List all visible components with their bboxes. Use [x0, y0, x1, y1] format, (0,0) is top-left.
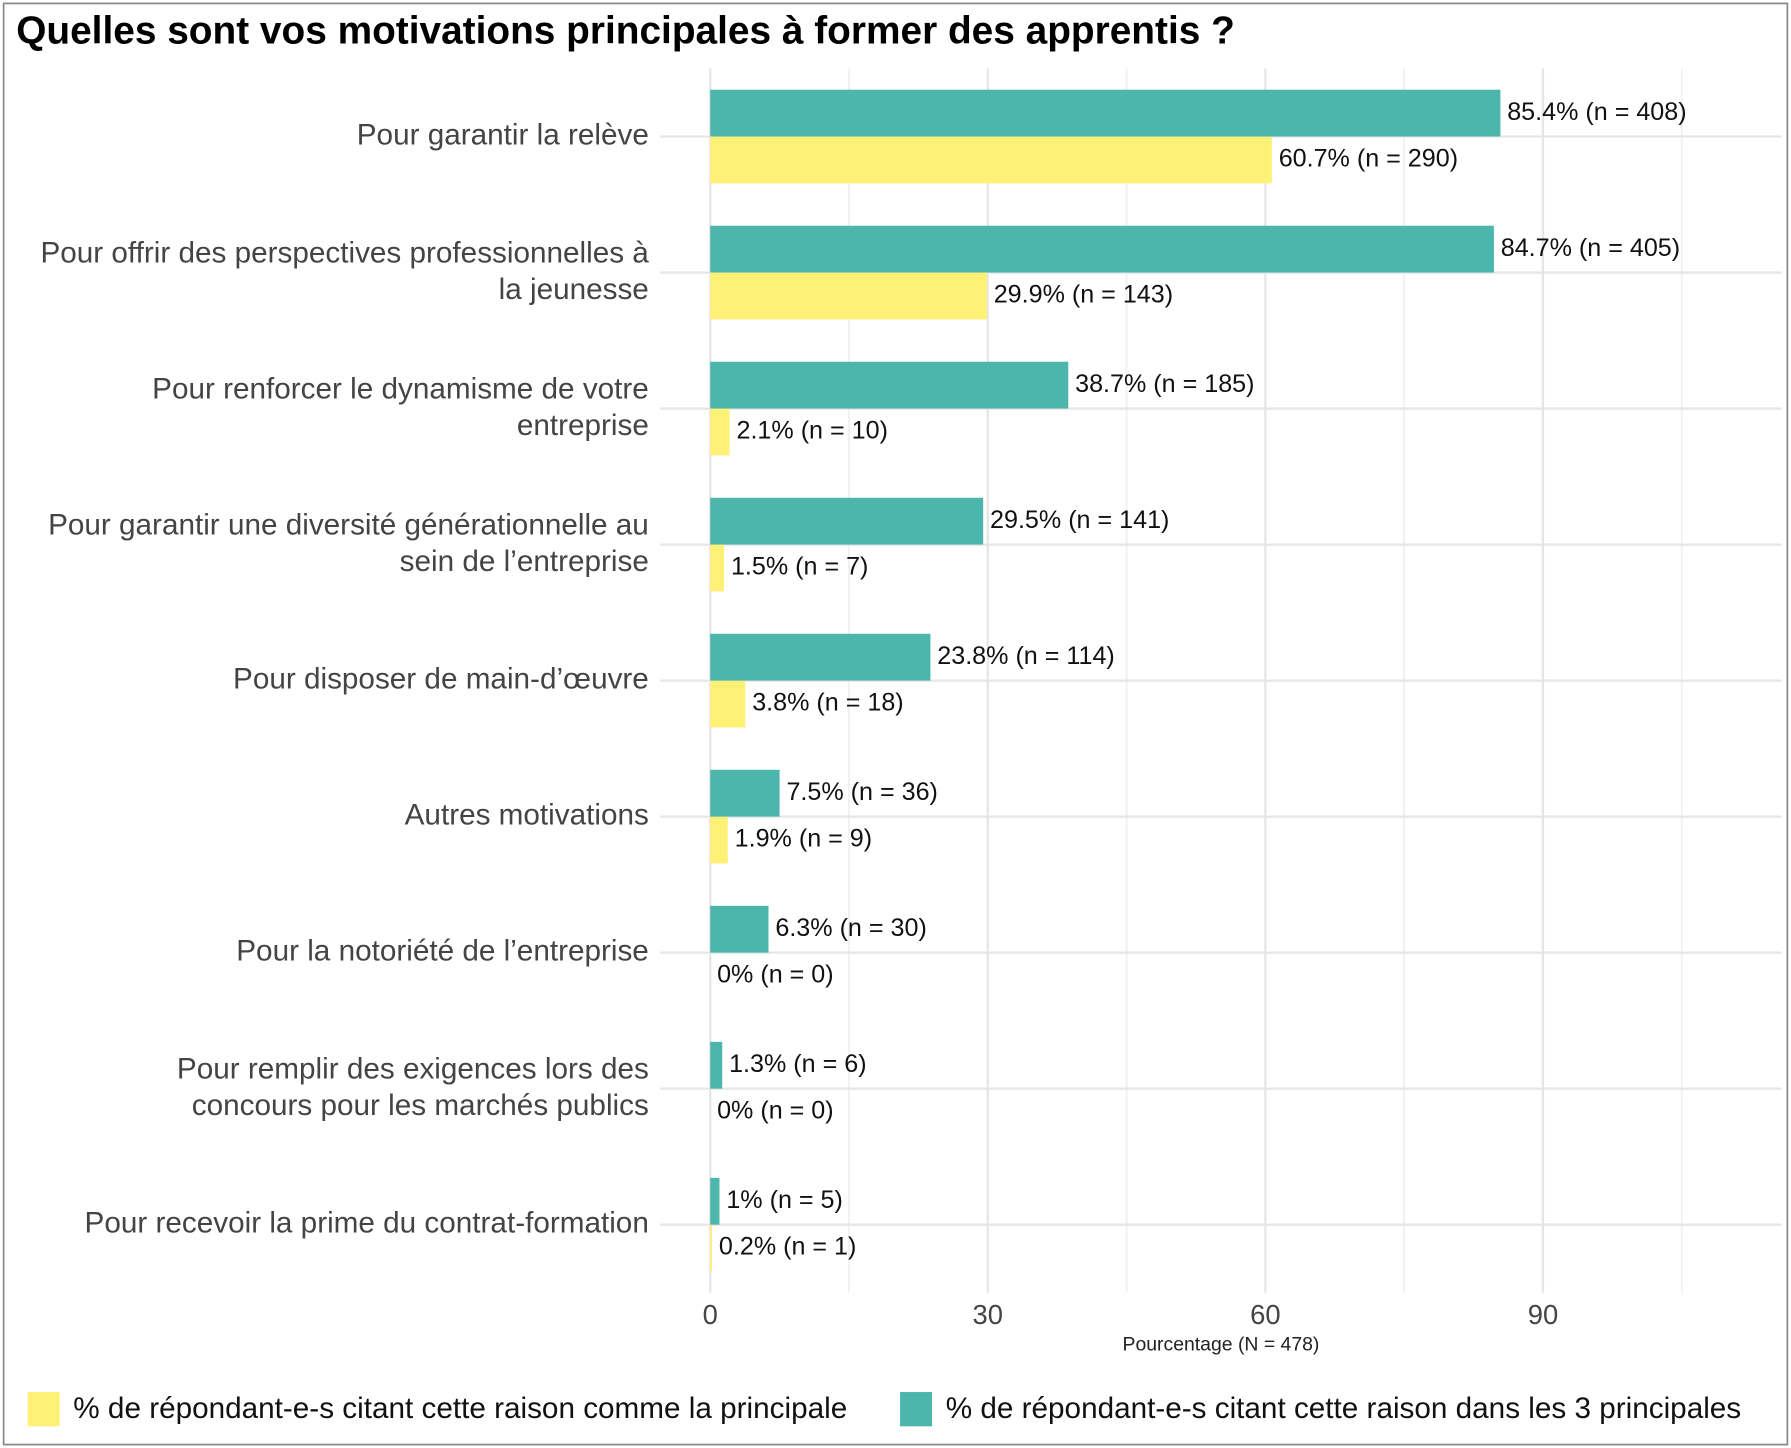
label-line: Pour disposer de main-d’œuvre — [233, 662, 649, 695]
legend-label: % de répondant-e-s citant cette raison c… — [73, 1392, 847, 1425]
bar — [710, 905, 769, 953]
value-label: 38.7% (n = 185) — [1075, 370, 1254, 398]
legend-swatch — [27, 1392, 60, 1427]
value-label: 84.7% (n = 405) — [1501, 234, 1680, 262]
y-tick-label: Pour garantir une diversité générationne… — [48, 508, 649, 578]
label-line: Pour offrir des perspectives professionn… — [40, 236, 649, 269]
bar — [710, 408, 730, 456]
value-label: 1.5% (n = 7) — [731, 553, 868, 581]
value-label: 7.5% (n = 36) — [786, 778, 937, 806]
y-tick-label: Pour la notoriété de l’entreprise — [236, 934, 649, 967]
value-label: 23.8% (n = 114) — [937, 642, 1115, 670]
value-label: 1.9% (n = 9) — [735, 825, 872, 853]
value-label: 3.8% (n = 18) — [752, 689, 903, 717]
x-tick-label: 30 — [973, 1299, 1003, 1330]
bar — [710, 136, 1272, 184]
bar — [710, 633, 931, 681]
label-line: sein de l’entreprise — [400, 545, 649, 578]
label-line: entreprise — [517, 409, 649, 442]
value-label: 1% (n = 5) — [726, 1186, 843, 1214]
label-line: Autres motivations — [405, 798, 649, 831]
value-label: 29.9% (n = 143) — [994, 281, 1173, 309]
value-label: 85.4% (n = 408) — [1507, 98, 1686, 126]
label-line: Pour recevoir la prime du contrat-format… — [85, 1207, 649, 1240]
label-line: Pour garantir la relève — [357, 118, 649, 151]
value-label: 6.3% (n = 30) — [775, 914, 926, 942]
bar — [710, 1041, 723, 1089]
x-axis-label: Pourcentage (N = 478) — [1123, 1333, 1320, 1355]
label-line: Pour la notoriété de l’entreprise — [236, 934, 649, 967]
x-tick-label: 90 — [1528, 1299, 1558, 1330]
value-label: 29.5% (n = 141) — [990, 506, 1169, 534]
y-tick-label: Pour offrir des perspectives professionn… — [40, 236, 649, 306]
bar — [710, 769, 780, 817]
value-label: 1.3% (n = 6) — [729, 1050, 866, 1078]
label-line: concours pour les marchés publics — [192, 1089, 649, 1122]
label-line: la jeunesse — [499, 273, 649, 306]
y-tick-label: Pour remplir des exigences lors des conco… — [177, 1052, 649, 1122]
value-label: 0% (n = 0) — [717, 961, 834, 989]
chart-title: Quelles sont vos motivations principales… — [16, 9, 1235, 52]
value-label: 0.2% (n = 1) — [719, 1233, 856, 1261]
bar — [710, 1224, 713, 1272]
bar — [710, 361, 1069, 409]
x-tick-label: 60 — [1250, 1299, 1280, 1330]
y-tick-label: Pour garantir la relève — [357, 118, 649, 151]
x-tick-label: 0 — [703, 1299, 718, 1330]
bar — [710, 89, 1501, 137]
y-tick-label: Pour disposer de main-d’œuvre — [233, 662, 649, 695]
label-line: Pour garantir une diversité générationne… — [48, 508, 649, 541]
bar — [710, 225, 1494, 273]
label-line: Pour renforcer le dynamisme de votre — [152, 372, 649, 405]
y-tick-label: Pour recevoir la prime du contrat-format… — [85, 1207, 649, 1240]
label-line: Pour remplir des exigences lors des — [177, 1052, 649, 1085]
bar — [710, 544, 725, 592]
y-tick-label: Autres motivations — [405, 798, 649, 831]
legend-swatch — [900, 1392, 933, 1427]
bar — [710, 816, 728, 864]
bar — [710, 497, 984, 545]
value-label: 60.7% (n = 290) — [1279, 145, 1458, 173]
bar — [710, 272, 987, 320]
legend-label: % de répondant-e-s citant cette raison d… — [946, 1392, 1741, 1425]
value-label: 2.1% (n = 10) — [737, 417, 888, 445]
value-label: 0% (n = 0) — [717, 1097, 834, 1125]
bar — [710, 1177, 720, 1225]
bar — [710, 680, 746, 728]
y-tick-label: Pour renforcer le dynamisme de votre entr… — [152, 372, 649, 442]
